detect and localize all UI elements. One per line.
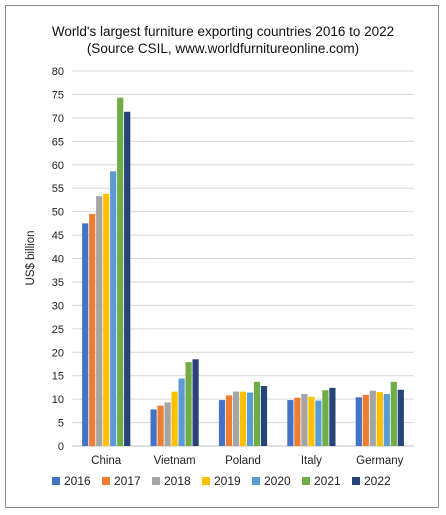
y-tick-label: 40: [52, 254, 64, 266]
bar-vietnam-2020: [178, 378, 185, 446]
bar-germany-2018: [369, 390, 376, 446]
legend-swatch-2021: [302, 477, 310, 485]
legend-swatch-2020: [252, 477, 260, 485]
bar-germany-2017: [362, 394, 369, 446]
bar-italy-2018: [301, 393, 308, 446]
category-label: Italy: [301, 455, 322, 467]
y-tick-label: 45: [52, 230, 64, 242]
bar-poland-2019: [239, 391, 247, 446]
legend-label: 2020: [264, 474, 291, 488]
bar-germany-2019: [376, 392, 383, 446]
y-axis-label: US$ billion: [25, 231, 37, 286]
bar-italy-2017: [294, 397, 301, 446]
bar-china-2021: [117, 97, 124, 446]
bar-poland-2020: [246, 392, 254, 446]
bar-poland-2018: [232, 391, 240, 446]
y-tick-label: 55: [52, 183, 64, 195]
bar-vietnam-2016: [150, 409, 157, 446]
legend-label: 2022: [364, 474, 391, 488]
chart-subtitle: (Source CSIL, www.worldfurnitureonline.c…: [86, 41, 360, 56]
y-tick-label: 10: [52, 394, 64, 406]
legend-label: 2021: [314, 474, 341, 488]
y-tick-label: 80: [52, 66, 64, 78]
y-tick-label: 35: [52, 277, 64, 289]
y-tick-label: 15: [52, 371, 64, 383]
bar-vietnam-2018: [164, 402, 171, 446]
y-tick-label: 5: [58, 418, 64, 430]
category-label: Vietnam: [154, 455, 196, 467]
bar-italy-2022: [329, 387, 336, 446]
legend-label: 2018: [164, 474, 191, 488]
category-label: China: [91, 455, 122, 467]
legend-swatch-2019: [202, 477, 210, 485]
y-tick-label: 65: [52, 136, 64, 148]
bar-vietnam-2021: [185, 362, 192, 446]
bar-poland-2022: [260, 386, 268, 446]
bar-poland-2017: [225, 395, 233, 446]
legend-swatch-2016: [52, 477, 60, 485]
bar-italy-2021: [322, 390, 329, 446]
bar-germany-2016: [355, 397, 362, 446]
y-tick-label: 60: [52, 160, 64, 172]
bar-poland-2021: [253, 381, 261, 446]
bar-italy-2019: [308, 396, 315, 446]
bar-china-2020: [110, 171, 117, 446]
bar-china-2019: [103, 193, 110, 446]
bar-italy-2020: [315, 400, 322, 446]
bar-vietnam-2019: [171, 391, 178, 446]
chart-title: World's largest furniture exporting coun…: [51, 24, 395, 39]
legend-label: 2016: [64, 474, 91, 488]
bar-china-2022: [124, 111, 131, 446]
legend-swatch-2022: [352, 477, 360, 485]
y-tick-label: 20: [52, 347, 64, 359]
y-tick-label: 25: [52, 324, 64, 336]
y-tick-label: 0: [58, 441, 64, 453]
bar-germany-2022: [397, 389, 404, 446]
bar-poland-2016: [218, 400, 226, 446]
bar-china-2016: [82, 223, 89, 446]
y-tick-label: 75: [52, 89, 64, 101]
y-tick-label: 30: [52, 300, 64, 312]
bar-germany-2021: [390, 381, 397, 446]
legend-swatch-2018: [152, 477, 160, 485]
legend-label: 2017: [114, 474, 141, 488]
bar-china-2017: [89, 213, 96, 446]
bar-vietnam-2017: [157, 405, 164, 446]
y-tick-label: 70: [52, 113, 64, 125]
category-label: Poland: [225, 455, 261, 467]
legend-swatch-2017: [102, 477, 110, 485]
legend-label: 2019: [214, 474, 241, 488]
bar-vietnam-2022: [192, 359, 199, 446]
bar-italy-2016: [287, 400, 294, 446]
y-tick-label: 50: [52, 207, 64, 219]
category-label: Germany: [356, 455, 404, 467]
bar-germany-2020: [383, 393, 390, 446]
bar-china-2018: [96, 196, 103, 446]
